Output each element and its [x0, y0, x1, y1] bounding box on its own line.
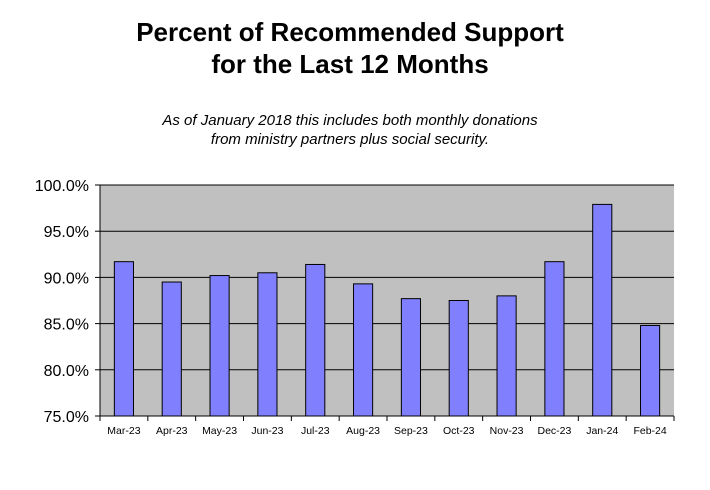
y-tick-label: 95.0%: [44, 224, 89, 241]
chart-title-line-2: for the Last 12 Months: [211, 49, 489, 79]
bar-may-23: [209, 275, 230, 417]
x-tick-label: Jan-24: [586, 425, 618, 437]
bar-sep-23: [400, 298, 421, 417]
chart-subtitle-line-1: As of January 2018 this includes both mo…: [162, 112, 538, 129]
bar-dec-23: [544, 261, 565, 417]
x-tick-label: Oct-23: [443, 425, 475, 437]
x-tick-label: Jul-23: [301, 425, 330, 437]
chart-subtitle-line-2: from ministry partners plus social secur…: [210, 131, 490, 148]
x-tick-label: Jun-23: [251, 425, 283, 437]
bar-jul-23: [305, 263, 326, 417]
x-tick-label: Feb-24: [633, 425, 666, 437]
bar-mar-23: [113, 261, 134, 417]
x-tick-label: May-23: [202, 425, 237, 437]
bars: [113, 203, 661, 417]
chart-title-line-1: Percent of Recommended Support: [136, 17, 564, 47]
x-tick-label: Sep-23: [394, 425, 428, 437]
x-tick-label: Nov-23: [490, 425, 524, 437]
y-tick-label: 75.0%: [44, 409, 89, 426]
bar-oct-23: [448, 300, 469, 417]
y-tick-label: 100.0%: [35, 178, 89, 195]
plot-area: [100, 185, 674, 416]
bar-feb-24: [640, 324, 661, 417]
y-axis-ticks: 75.0% 80.0% 85.0% 90.0% 95.0% 100.0%: [35, 178, 100, 426]
bar-jun-23: [257, 272, 278, 417]
bar-jan-24: [592, 203, 613, 417]
x-tick-label: Mar-23: [107, 425, 140, 437]
x-axis-ticks: Mar-23 Apr-23 May-23 Jun-23 Jul-23 Aug-23 Sep-…: [99, 416, 675, 437]
bar-aug-23: [353, 283, 374, 417]
x-tick-label: Aug-23: [346, 425, 380, 437]
y-tick-label: 90.0%: [44, 270, 89, 287]
y-tick-label: 80.0%: [44, 363, 89, 380]
y-tick-label: 85.0%: [44, 317, 89, 334]
bar-nov-23: [496, 295, 517, 417]
x-tick-label: Dec-23: [537, 425, 571, 437]
x-tick-label: Apr-23: [156, 425, 188, 437]
bar-apr-23: [161, 281, 182, 417]
